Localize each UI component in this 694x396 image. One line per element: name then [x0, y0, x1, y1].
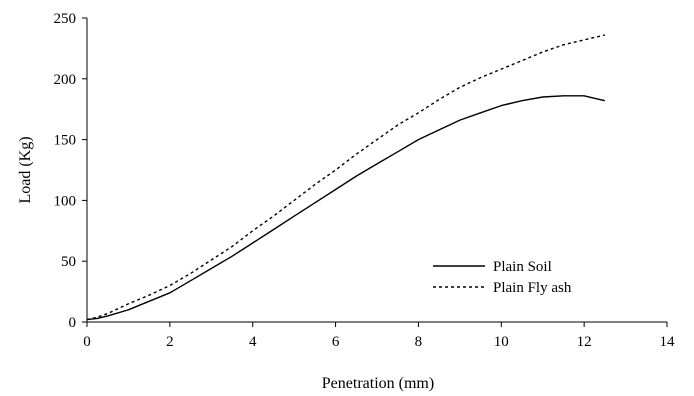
y-tick-label: 150 [54, 133, 77, 149]
x-tick-label: 14 [660, 334, 676, 350]
series-layer [86, 34, 606, 321]
x-tick-label: 8 [415, 334, 423, 350]
x-tick-label: 6 [332, 334, 340, 350]
legend-label-plain-fly-ash: Plain Fly ash [493, 280, 572, 296]
x-tick-label: 10 [494, 334, 509, 350]
series-line-plain-fly-ash [86, 34, 606, 321]
x-axis-title: Penetration (mm) [322, 375, 434, 392]
y-axis-ticks: 0 50 100 150 200 250 [54, 11, 87, 331]
x-tick-label: 4 [249, 334, 257, 350]
legend: Plain Soil Plain Fly ash [433, 259, 572, 296]
plot-area: 0 2 4 6 8 10 12 14 0 50 100 150 200 250 [54, 11, 676, 350]
series-line-plain-soil [86, 95, 606, 321]
y-tick-label: 200 [54, 72, 77, 88]
x-tick-label: 2 [166, 334, 174, 350]
y-tick-label: 50 [61, 254, 76, 270]
x-tick-label: 0 [83, 334, 91, 350]
y-axis-title: Load (Kg) [17, 136, 34, 203]
y-tick-label: 250 [54, 11, 77, 27]
legend-label-plain-soil: Plain Soil [493, 259, 552, 275]
y-tick-label: 100 [54, 193, 77, 209]
x-axis-ticks: 0 2 4 6 8 10 12 14 [83, 322, 675, 350]
y-tick-label: 0 [69, 315, 77, 331]
x-tick-label: 12 [577, 334, 592, 350]
